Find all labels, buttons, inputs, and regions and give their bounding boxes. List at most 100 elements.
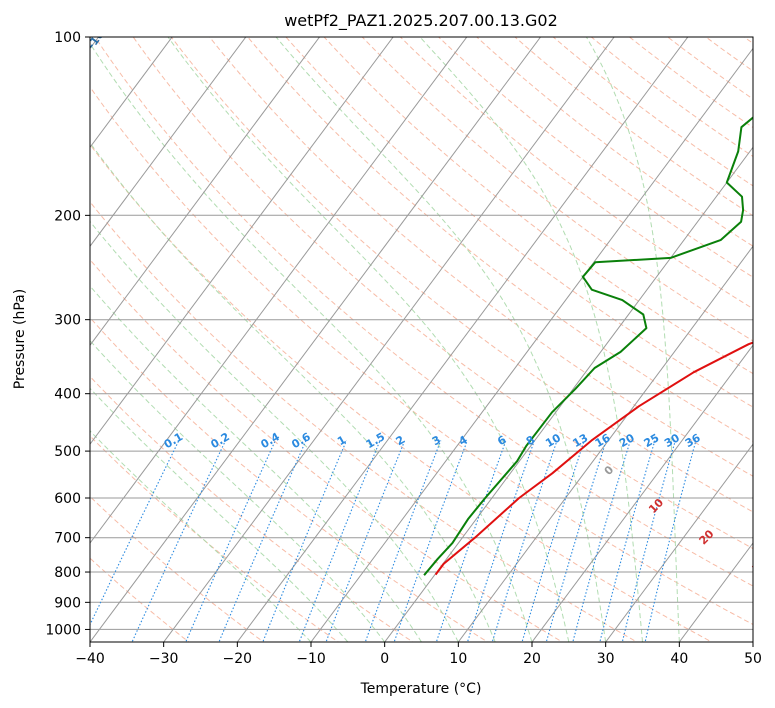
isotherm bbox=[457, 245, 753, 642]
y-tick-label: 700 bbox=[54, 531, 81, 547]
isotherm bbox=[678, 542, 753, 642]
dewpoint-line bbox=[423, 116, 753, 576]
mixing-ratio-line bbox=[621, 440, 676, 642]
mixing-ratio-line bbox=[131, 440, 226, 642]
mixing-ratio-line bbox=[262, 440, 347, 642]
y-tick-label: 800 bbox=[54, 565, 81, 581]
isotherm bbox=[531, 344, 753, 642]
x-tick-label: 40 bbox=[670, 651, 688, 667]
x-tick-label: −20 bbox=[223, 651, 253, 667]
moist-adiabat-label: 20 bbox=[697, 527, 717, 547]
isotherm bbox=[90, 37, 468, 544]
y-tick-label: 100 bbox=[54, 30, 81, 46]
profile-lines bbox=[423, 116, 753, 576]
dry-adiabat bbox=[361, 37, 753, 342]
mixing-ratio-label: 6 bbox=[495, 433, 508, 448]
dry-adiabat bbox=[552, 37, 753, 187]
moist-adiabat bbox=[90, 220, 459, 642]
dry-adiabat bbox=[743, 37, 753, 44]
mixing-ratio-line bbox=[466, 440, 535, 642]
mixing-ratio-label: 13 bbox=[571, 431, 591, 450]
y-tick-label: 300 bbox=[54, 313, 81, 329]
mixing-ratio-line bbox=[298, 440, 381, 642]
mixing-ratio-label: 25 bbox=[642, 431, 662, 450]
mixing-ratio-label: 3 bbox=[430, 433, 443, 448]
isotherm bbox=[163, 37, 615, 642]
x-tick-label: −40 bbox=[75, 651, 105, 667]
isotherm bbox=[384, 146, 753, 642]
x-tick-label: 50 bbox=[744, 651, 762, 667]
moist-adiabat bbox=[90, 339, 386, 642]
moist-adiabat-label: 10 bbox=[646, 496, 666, 516]
chart-title: wetPf2_PAZ1.2025.207.00.13.G02 bbox=[284, 11, 558, 31]
mixing-ratio-label: 16 bbox=[593, 431, 613, 450]
x-axis: −40 −30 −20 −10 0 10 20 30 40 50 bbox=[75, 642, 762, 667]
dry-adiabat bbox=[170, 37, 753, 513]
temperature-line bbox=[434, 341, 753, 576]
mixing-ratio-line bbox=[599, 440, 656, 642]
mixing-ratio-label: 4 bbox=[456, 433, 469, 448]
x-tick-label: 30 bbox=[597, 651, 615, 667]
moist-adiabat bbox=[167, 37, 570, 642]
mixing-ratio-label: 0.2 bbox=[209, 430, 232, 451]
y-tick-label: 200 bbox=[54, 208, 81, 224]
background-lines bbox=[90, 24, 775, 645]
isotherm bbox=[90, 37, 173, 149]
y-tick-label: 400 bbox=[54, 387, 81, 403]
isotherm bbox=[90, 37, 394, 446]
y-axis-label: Pressure (hPa) bbox=[12, 289, 28, 389]
dry-adiabat bbox=[247, 37, 753, 442]
mixing-ratio-line bbox=[545, 440, 607, 642]
x-tick-label: 20 bbox=[523, 651, 541, 667]
moist-adiabat bbox=[90, 387, 349, 642]
moist-adiabat bbox=[90, 285, 422, 642]
x-axis-label: Temperature (°C) bbox=[360, 681, 482, 697]
mixing-ratio-label: 0.4 bbox=[259, 430, 283, 451]
moist-adiabat bbox=[90, 141, 496, 642]
isotherm bbox=[90, 37, 542, 642]
dry-adiabat bbox=[399, 37, 753, 310]
dry-adiabat bbox=[514, 37, 753, 217]
mixing-ratio-line bbox=[644, 440, 697, 642]
moist-adiabat-label: 30 bbox=[750, 555, 770, 575]
y-tick-label: 1000 bbox=[45, 622, 81, 638]
y-tick-label: 600 bbox=[54, 491, 81, 507]
dry-adiabat bbox=[628, 37, 753, 129]
x-tick-label: 10 bbox=[449, 651, 467, 667]
mixing-ratio-line bbox=[572, 440, 631, 642]
dry-adiabat bbox=[90, 143, 713, 642]
mixing-ratio-label: 20 bbox=[617, 431, 637, 450]
isotherm bbox=[236, 37, 689, 642]
mixing-ratio-label: 30 bbox=[662, 431, 682, 450]
x-tick-label: 0 bbox=[380, 651, 389, 667]
dry-adiabat bbox=[764, 24, 775, 645]
dry-adiabat bbox=[90, 557, 190, 642]
mixing-ratio-line bbox=[364, 440, 442, 642]
y-tick-label: 500 bbox=[54, 444, 81, 460]
isotherm bbox=[90, 37, 247, 248]
mixing-ratio-label: 0.1 bbox=[162, 430, 185, 451]
dry-adiabat bbox=[476, 37, 753, 247]
mixing-ratio-label: 2 bbox=[394, 433, 407, 448]
dry-adiabat bbox=[90, 495, 265, 642]
line-labels: -100-90-80-70-60-50-40-30-20-100.10.20.4… bbox=[90, 37, 770, 575]
dry-adiabat bbox=[90, 435, 340, 642]
isotherm bbox=[90, 37, 321, 347]
dry-adiabat bbox=[323, 37, 753, 375]
mixing-ratio-line bbox=[90, 440, 180, 627]
moist-adiabat bbox=[275, 37, 607, 642]
x-tick-label: −10 bbox=[296, 651, 326, 667]
y-tick-label: 900 bbox=[54, 595, 81, 611]
dry-adiabat bbox=[285, 37, 753, 408]
dry-adiabat bbox=[666, 37, 753, 100]
isotherm bbox=[605, 443, 753, 642]
isotherm bbox=[752, 641, 753, 642]
mixing-ratio-label: 10 bbox=[543, 431, 563, 450]
mixing-ratio-line bbox=[185, 440, 276, 642]
mixing-ratio-line bbox=[325, 440, 406, 642]
moist-adiabat bbox=[585, 37, 680, 642]
moist-adiabat bbox=[90, 430, 312, 642]
plot-frame bbox=[89, 36, 754, 643]
moist-adiabat bbox=[90, 42, 533, 642]
